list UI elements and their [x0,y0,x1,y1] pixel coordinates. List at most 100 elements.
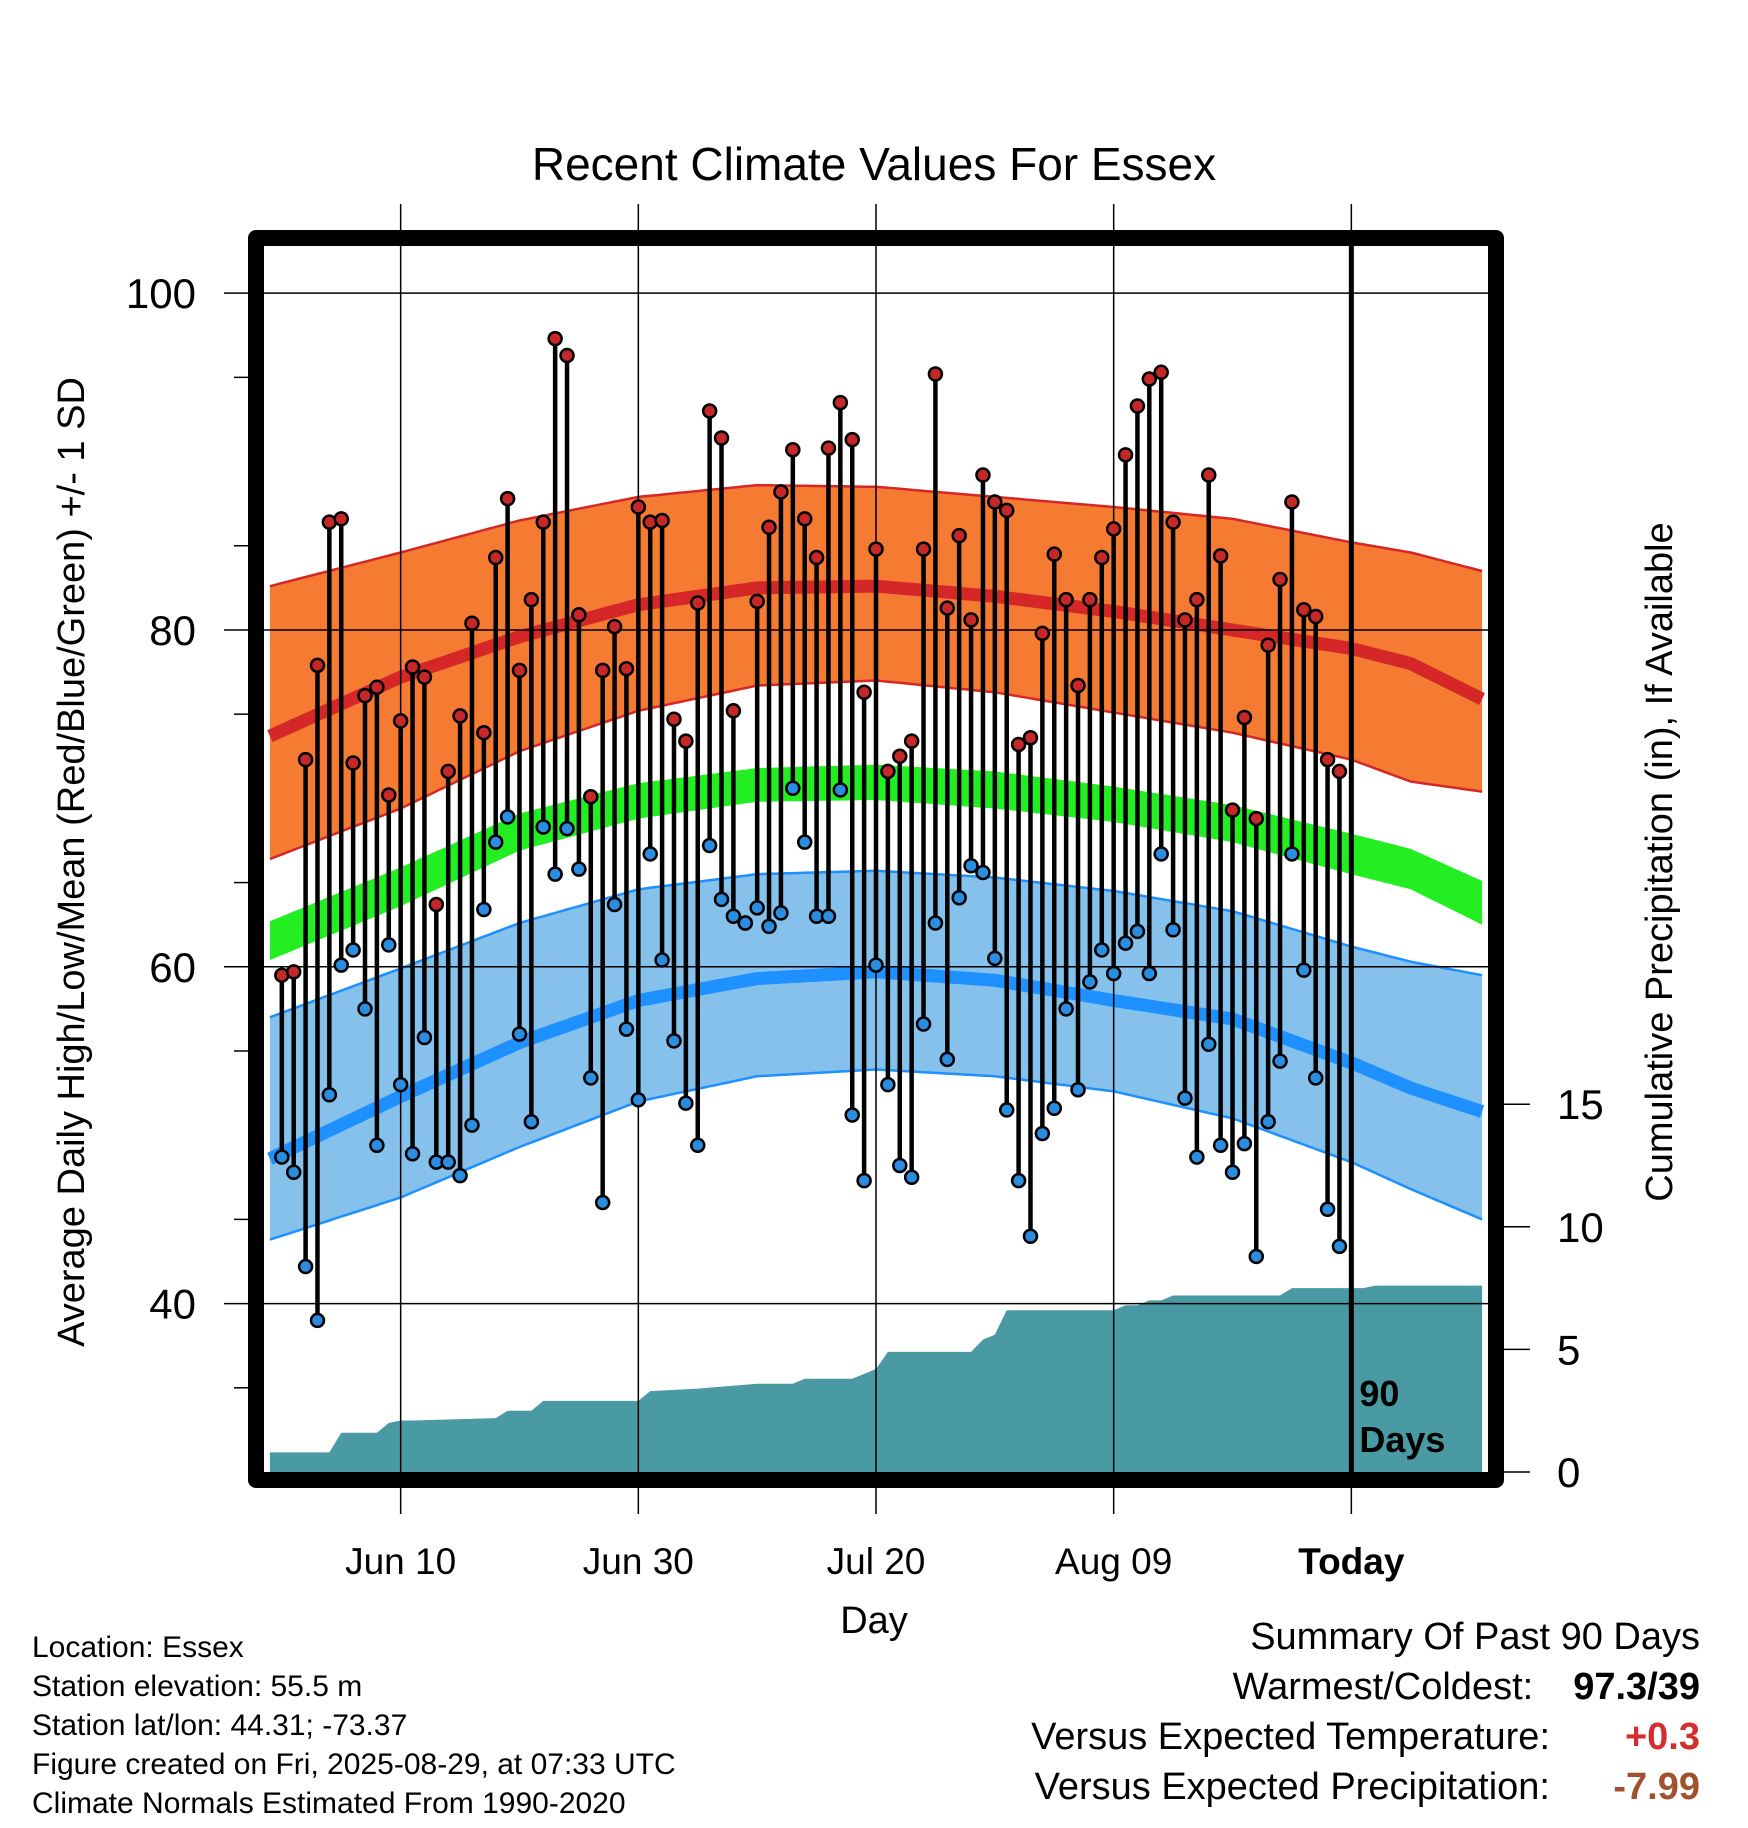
observed-high-point [345,755,361,771]
observed-low-point [1070,1081,1086,1098]
observed-high-point [880,763,896,780]
observed-high-point [369,679,385,695]
x-axis-label: Day [840,1600,908,1642]
x-tick-label: Aug 09 [1055,1541,1172,1582]
observed-high-point [725,703,742,719]
observed-low-point [939,1051,956,1068]
observed-low-point [487,834,504,850]
observed-high-point [416,669,433,685]
observed-low-point [654,952,670,968]
observed-high-point [975,467,991,483]
observed-high-point [1331,763,1348,780]
observed-low-point [369,1137,385,1154]
summary-row-precipitation: Versus Expected Precipitation: -7.99 [880,1762,1700,1812]
observed-high-point [404,659,421,675]
observed-high-point [998,502,1015,519]
observed-low-point [737,915,754,931]
observed-high-point [392,713,409,729]
observed-high-point [499,490,516,507]
observed-low-point [511,1026,528,1042]
observed-low-point [1284,846,1300,862]
observed-low-point [1058,1001,1074,1017]
observed-low-point [892,1157,908,1174]
observed-low-point [440,1154,456,1170]
observed-high-point [1189,591,1205,608]
observed-low-point [975,864,991,881]
observed-low-point [844,1107,860,1123]
x-tick-label: Jun 10 [345,1541,456,1582]
observed-low-point [1082,974,1098,990]
station-latlon: Station lat/lon: 44.31; -73.37 [32,1709,408,1742]
observed-low-point [796,834,813,850]
observed-low-point [1248,1248,1265,1265]
observed-high-point [1117,447,1134,463]
observed-low-point [404,1145,421,1162]
observed-high-point [761,519,777,535]
observed-high-point [630,499,647,515]
observed-low-point [915,1016,932,1032]
observed-low-point [761,918,777,935]
observed-low-point [594,1194,611,1211]
observed-high-point [1153,364,1169,381]
observed-high-point [1248,810,1265,827]
observed-high-point [654,512,670,529]
observed-low-point [903,1169,920,1186]
observed-high-point [1022,729,1039,746]
observed-high-point [547,330,563,347]
observed-high-point [357,687,373,704]
y-tick-label: 80 [149,607,196,654]
observed-high-point [452,708,468,724]
observed-low-point [1260,1113,1276,1130]
observed-high-point [713,430,730,446]
observed-high-point [1307,608,1324,625]
observed-low-point [1046,1100,1063,1116]
temperature-departure-label: Versus Expected Temperature: [1031,1716,1550,1758]
observed-high-point [796,511,813,527]
temperature-departure-value: +0.3 [1624,1716,1700,1758]
observed-low-point [998,1102,1015,1118]
station-elevation: Station elevation: 55.5 m [32,1670,363,1703]
observed-high-point [1105,521,1122,537]
summary-row-temperature: Versus Expected Temperature: +0.3 [880,1712,1700,1762]
observed-low-point [1034,1125,1051,1142]
y-right-tick-label: 5 [1557,1326,1580,1373]
observed-high-point [903,733,920,749]
observed-high-point [915,541,932,557]
observed-high-point [476,724,492,741]
observed-low-point [773,905,789,921]
observed-low-point [880,1076,896,1093]
observed-high-point [927,366,944,382]
observed-high-point [749,593,765,610]
observed-low-point [963,857,979,874]
observed-low-point [1153,846,1169,862]
observed-low-point [678,1095,694,1111]
observed-low-point [499,809,516,825]
observed-low-point [606,896,623,913]
observed-low-point [321,1087,338,1103]
observed-high-point [868,541,884,557]
warmest-coldest-label: Warmest/Coldest: [1232,1666,1534,1708]
station-location: Location: Essex [32,1631,244,1664]
plot-clip-group: 90 Days [264,246,1488,1472]
observed-high-point [678,733,694,749]
observed-low-point [785,780,801,797]
observed-low-point [1224,1164,1241,1180]
observed-low-point [547,866,563,882]
observed-low-point [987,950,1003,967]
observed-low-point [357,1001,373,1017]
observed-low-point [345,942,361,958]
observed-low-point [523,1113,540,1130]
observed-high-point [285,964,302,980]
observed-high-point [571,607,587,623]
observed-high-point [428,896,445,913]
observed-low-point [1331,1238,1348,1255]
observed-low-point [452,1167,468,1184]
observed-high-point [464,615,480,631]
observed-high-point [1212,548,1229,564]
precipitation-departure-label: Versus Expected Precipitation: [1034,1766,1550,1808]
observed-high-point [1236,709,1253,726]
observed-high-point [309,657,326,674]
observed-low-point [583,1070,599,1086]
observed-high-point [297,751,314,768]
